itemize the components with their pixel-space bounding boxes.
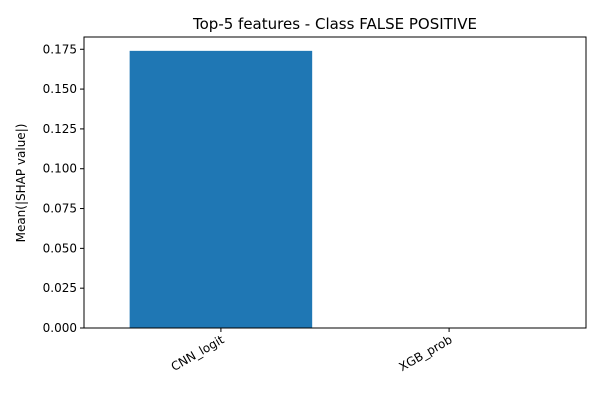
y-tick-label: 0.050 <box>43 241 77 255</box>
bars-group <box>129 50 313 328</box>
y-tick-label: 0.000 <box>43 321 77 335</box>
bar-cnn-logit <box>129 50 313 328</box>
y-tick-label: 0.175 <box>43 42 77 56</box>
x-axis-ticks: CNN_logit XGB_prob <box>169 328 455 374</box>
y-tick-label: 0.025 <box>43 281 77 295</box>
y-tick-label: 0.075 <box>43 202 77 216</box>
y-axis-label: Mean(|SHAP value|) <box>14 124 28 243</box>
chart-title: Top-5 features - Class FALSE POSITIVE <box>192 15 477 33</box>
y-tick-label: 0.100 <box>43 162 77 176</box>
x-tick-label: CNN_logit <box>169 332 227 374</box>
y-tick-label: 0.150 <box>43 82 77 96</box>
x-tick-label: XGB_prob <box>396 332 454 374</box>
y-axis-ticks: 0.000 0.025 0.050 0.075 0.100 0.125 0.150 0.175 <box>43 42 84 335</box>
plot-frame <box>83 36 587 329</box>
y-tick-label: 0.125 <box>43 122 77 136</box>
